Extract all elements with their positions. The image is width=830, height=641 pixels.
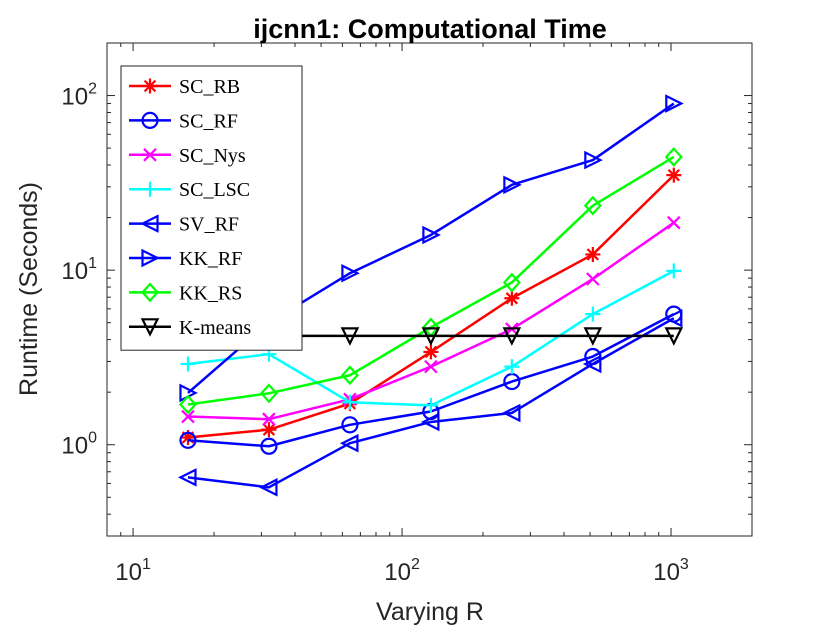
- x-tick-label: 103: [653, 556, 689, 586]
- data-point-sv-rf: [582, 354, 602, 374]
- legend-marker-k-means: [140, 318, 160, 337]
- data-point-kk-rs: [583, 195, 602, 216]
- data-point-k-means: [664, 327, 684, 346]
- y-axis-label: Runtime (Seconds): [15, 182, 43, 396]
- chart-title: ijcnn1: Computational Time: [253, 14, 607, 44]
- data-point-sv-rf: [420, 412, 440, 432]
- legend-entry-sc-rb: SC_RB: [129, 76, 240, 98]
- data-point-kk-rs: [664, 147, 683, 167]
- data-point-sv-rf: [339, 433, 359, 453]
- series-line-sv-rf: [187, 317, 675, 489]
- data-point-sc-rb: [261, 422, 277, 438]
- data-point-sc-nys: [424, 359, 438, 374]
- y-tick-label: 102: [61, 81, 97, 111]
- legend-marker-sc-rb: [142, 78, 158, 94]
- legend-marker-kk-rs: [141, 282, 159, 303]
- y-tick-base: 10: [61, 433, 88, 460]
- legend: SC_RB SC_RF SC_Nys SC_LSC SV_RF KK_RF KK_RS K-m…: [120, 65, 303, 351]
- data-point-sc-lsc: [180, 356, 196, 372]
- series-sc-rb: [180, 167, 682, 445]
- legend-label-sv-rf: SV_RF: [179, 214, 239, 236]
- data-point-sc-nys: [667, 215, 681, 230]
- legend-entry-sv-rf: SV_RF: [129, 214, 239, 236]
- data-point-sc-lsc: [342, 394, 358, 410]
- legend-label-sc-rf: SC_RF: [179, 110, 238, 132]
- x-axis-label: Varying R: [376, 598, 484, 626]
- x-tick-exp: 1: [142, 556, 151, 573]
- legend-entry-k-means: K-means: [129, 317, 251, 339]
- y-tick-exp: 0: [88, 430, 97, 447]
- data-point-sc-rf: [179, 431, 197, 449]
- data-point-sc-rb: [666, 167, 682, 183]
- data-point-sc-rf: [341, 416, 359, 434]
- x-tick-base: 10: [115, 559, 142, 586]
- y-tick-exp: 1: [88, 255, 97, 272]
- data-point-kk-rf: [503, 175, 522, 195]
- data-point-sc-lsc: [585, 306, 601, 322]
- data-point-kk-rs: [259, 383, 278, 404]
- legend-marker-kk-rf: [141, 248, 160, 268]
- data-point-k-means: [421, 327, 441, 346]
- data-point-kk-rf: [341, 263, 360, 283]
- x-tick-base: 10: [653, 559, 680, 586]
- legend-marker-sc-rf: [141, 111, 159, 130]
- data-point-sv-rf: [663, 308, 683, 328]
- x-tick-label: 102: [384, 556, 420, 586]
- x-axis: 101 102 103: [115, 43, 689, 586]
- legend-marker-sc-lsc: [142, 181, 158, 197]
- data-point-sc-rb: [423, 344, 439, 360]
- legend-label-sc-nys: SC_Nys: [179, 145, 246, 167]
- data-point-sc-rb: [180, 429, 196, 445]
- data-point-k-means: [502, 327, 522, 346]
- data-point-kk-rf: [665, 94, 684, 113]
- data-point-sc-rb: [504, 290, 520, 306]
- legend-entry-sc-rf: SC_RF: [129, 110, 238, 132]
- data-point-kk-rs: [502, 272, 521, 293]
- data-point-sc-nys: [262, 412, 276, 426]
- x-tick-base: 10: [384, 559, 411, 586]
- data-point-k-means: [583, 327, 603, 346]
- data-point-kk-rs: [178, 394, 197, 415]
- data-point-sc-lsc: [504, 359, 520, 375]
- data-point-sc-nys: [181, 409, 195, 424]
- legend-entry-kk-rs: KK_RS: [129, 282, 242, 304]
- y-tick-label: 101: [61, 255, 97, 285]
- legend-entry-sc-lsc: SC_LSC: [129, 179, 250, 201]
- legend-marker-sc-nys: [143, 148, 157, 162]
- legend-label-kk-rs: KK_RS: [179, 282, 242, 304]
- data-point-kk-rf: [584, 150, 603, 170]
- x-tick-label: 101: [115, 556, 151, 586]
- data-point-sc-lsc: [666, 263, 682, 279]
- data-point-k-means: [340, 327, 360, 346]
- legend-entry-sc-nys: SC_Nys: [129, 145, 246, 167]
- data-point-sc-rf: [260, 437, 278, 455]
- data-point-sc-rb: [585, 246, 601, 262]
- data-point-kk-rf: [422, 225, 441, 245]
- data-point-kk-rs: [340, 365, 359, 386]
- y-tick-exp: 2: [88, 81, 97, 98]
- series-sc-lsc: [180, 263, 682, 413]
- series-sv-rf: [178, 308, 683, 497]
- legend-label-k-means: K-means: [179, 317, 251, 339]
- x-tick-exp: 2: [411, 556, 420, 573]
- legend-label-sc-rb: SC_RB: [179, 76, 240, 98]
- legend-box: [120, 65, 303, 351]
- data-point-sc-lsc: [423, 397, 439, 413]
- legend-entry-kk-rf: KK_RF: [129, 248, 242, 270]
- y-tick-base: 10: [61, 258, 88, 285]
- data-point-sv-rf: [178, 468, 197, 487]
- x-tick-exp: 3: [680, 556, 689, 573]
- data-point-sv-rf: [258, 478, 278, 497]
- legend-label-sc-lsc: SC_LSC: [179, 179, 250, 201]
- y-tick-label: 100: [61, 430, 97, 460]
- y-tick-base: 10: [61, 84, 88, 111]
- legend-marker-sv-rf: [140, 214, 159, 233]
- data-point-sc-nys: [586, 272, 600, 286]
- data-point-sv-rf: [501, 403, 521, 423]
- legend-label-kk-rf: KK_RF: [179, 248, 242, 270]
